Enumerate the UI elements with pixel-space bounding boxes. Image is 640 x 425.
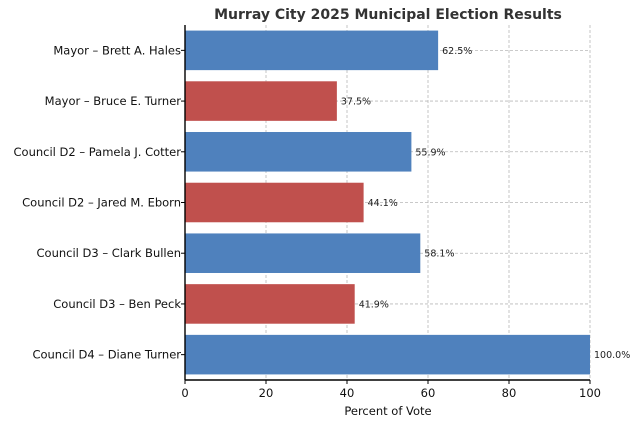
bar-value-label: 44.1% — [368, 198, 398, 209]
axes-layer: Mayor – Brett A. Hales Mayor – Bruce E. T… — [14, 25, 601, 400]
category-label: Council D2 – Jared M. Eborn — [22, 196, 181, 210]
category-label: Council D2 – Pamela J. Cotter — [14, 145, 182, 159]
bar-value-label: 41.9% — [359, 299, 389, 310]
category-label: Council D3 – Clark Bullen — [37, 246, 182, 260]
bar — [185, 284, 355, 324]
bar — [185, 30, 439, 71]
category-label: Mayor – Bruce E. Turner — [45, 94, 182, 108]
bar-value-label: 58.1% — [424, 249, 454, 260]
bar — [185, 233, 421, 273]
bars-layer: 62.5% 37.5% 55.9% 44.1% 58.1% 41.9% 100.0% — [185, 30, 630, 375]
x-tick-label: 100 — [579, 386, 601, 400]
category-label: Council D4 – Diane Turner — [32, 348, 181, 362]
bar-value-label: 37.5% — [341, 97, 371, 108]
x-axis-title: Percent of Vote — [344, 404, 431, 418]
x-tick-label: 0 — [181, 386, 188, 400]
bar — [185, 182, 364, 223]
category-label: Mayor – Brett A. Hales — [53, 43, 181, 57]
x-tick-label: 60 — [421, 386, 436, 400]
category-label: Council D3 – Ben Peck — [53, 297, 181, 311]
bar-value-label: 55.9% — [415, 147, 445, 158]
bar — [185, 81, 337, 121]
x-tick-label: 40 — [340, 386, 355, 400]
bar-value-label: 62.5% — [442, 46, 472, 57]
x-tick-label: 80 — [502, 386, 517, 400]
x-tick-label: 20 — [259, 386, 274, 400]
bar — [185, 334, 590, 375]
bar-value-label: 100.0% — [594, 350, 630, 361]
chart-title: Murray City 2025 Municipal Election Resu… — [214, 7, 562, 23]
bar — [185, 132, 412, 172]
